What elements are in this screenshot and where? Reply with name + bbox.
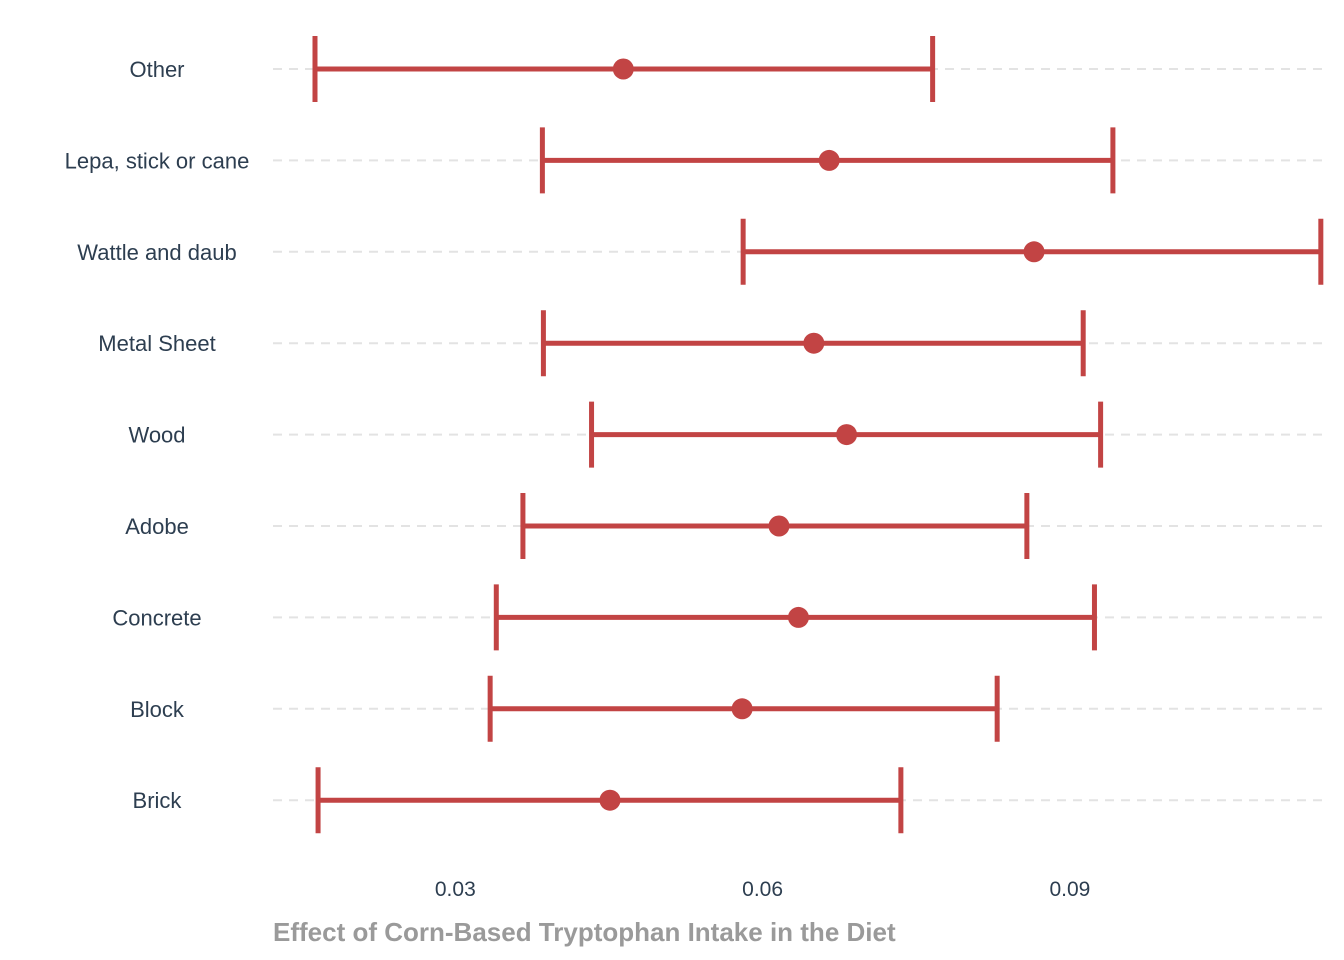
error-bars xyxy=(312,36,1324,834)
error-bar xyxy=(589,401,1104,468)
estimate-point xyxy=(612,58,634,80)
category-label: Wattle and daub xyxy=(77,240,236,265)
error-bar xyxy=(487,675,1000,742)
error-bar xyxy=(740,218,1324,285)
error-bar xyxy=(493,584,1097,651)
x-tick-label: 0.06 xyxy=(742,878,783,901)
category-label: Wood xyxy=(128,423,185,448)
error-bar xyxy=(315,767,904,834)
x-tick-label: 0.09 xyxy=(1049,878,1090,901)
estimate-point xyxy=(787,606,809,628)
error-bar xyxy=(312,36,936,102)
estimate-point xyxy=(1023,241,1045,263)
estimate-point xyxy=(599,789,621,811)
estimate-point xyxy=(836,424,858,446)
x-tick-labels: 0.03 0.06 0.09 xyxy=(435,878,1090,901)
category-label: Lepa, stick or cane xyxy=(65,148,250,173)
error-bar xyxy=(540,310,1086,377)
category-label: Block xyxy=(130,697,185,722)
estimate-point xyxy=(803,332,825,354)
error-bar xyxy=(520,493,1030,559)
category-label: Other xyxy=(129,57,184,82)
category-label: Brick xyxy=(133,788,183,813)
error-bar xyxy=(539,127,1116,194)
category-label: Concrete xyxy=(112,605,201,630)
x-axis-title: Effect of Corn-Based Tryptophan Intake i… xyxy=(273,917,896,947)
category-label: Adobe xyxy=(125,514,189,539)
estimate-point xyxy=(818,149,840,171)
x-tick-label: 0.03 xyxy=(435,878,476,901)
category-label: Metal Sheet xyxy=(98,331,215,356)
estimate-point xyxy=(768,515,790,537)
estimate-point xyxy=(731,698,753,720)
category-labels: Other Lepa, stick or cane Wattle and daub M… xyxy=(65,57,250,813)
